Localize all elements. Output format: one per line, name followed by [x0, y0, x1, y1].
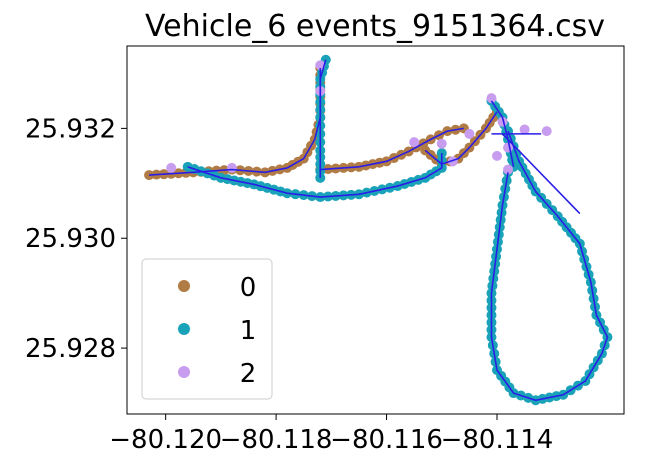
track-line-segment — [490, 100, 515, 167]
x-tick-label: −80.118 — [220, 425, 333, 455]
track-line-segment — [490, 130, 609, 402]
plot-frame — [126, 45, 625, 415]
chart-title: Vehicle_6 events_9151364.csv — [145, 9, 605, 44]
x-tick-label: −80.114 — [441, 425, 554, 455]
plot-area — [144, 54, 613, 406]
axes: −80.120−80.118−80.116−80.114 25.928 25.930… — [25, 45, 625, 455]
legend-marker-2 — [178, 366, 190, 378]
y-tick-label: 25.928 — [25, 334, 116, 364]
series-2-point — [464, 128, 475, 139]
series-2-point — [409, 137, 420, 148]
legend: 0 1 2 — [141, 258, 273, 400]
x-tick-label: −80.116 — [330, 425, 443, 455]
y-tick-label: 25.932 — [25, 114, 116, 144]
track-line-segment — [187, 153, 443, 198]
track-line-segment — [320, 127, 464, 171]
track-line-segment — [319, 59, 327, 178]
series-2-point — [503, 164, 514, 175]
x-tick-label: −80.120 — [109, 425, 222, 455]
legend-marker-0 — [178, 280, 190, 292]
series-2-point — [166, 162, 177, 173]
track-line-segment — [501, 133, 581, 215]
track-line — [149, 59, 609, 402]
track-line-segment — [424, 111, 498, 165]
series-2-point — [226, 162, 237, 173]
series-2-point — [436, 138, 447, 149]
y-tick-label: 25.930 — [25, 224, 116, 254]
series-2-point — [486, 93, 497, 104]
legend-box — [141, 258, 273, 400]
legend-label-0: 0 — [240, 273, 257, 303]
series-2 — [166, 60, 552, 175]
series-2-point — [519, 124, 530, 135]
series-2-point — [491, 150, 502, 161]
legend-label-2: 2 — [240, 359, 257, 389]
legend-label-1: 1 — [240, 316, 257, 346]
legend-marker-1 — [178, 323, 190, 335]
series-2-point — [541, 126, 552, 137]
